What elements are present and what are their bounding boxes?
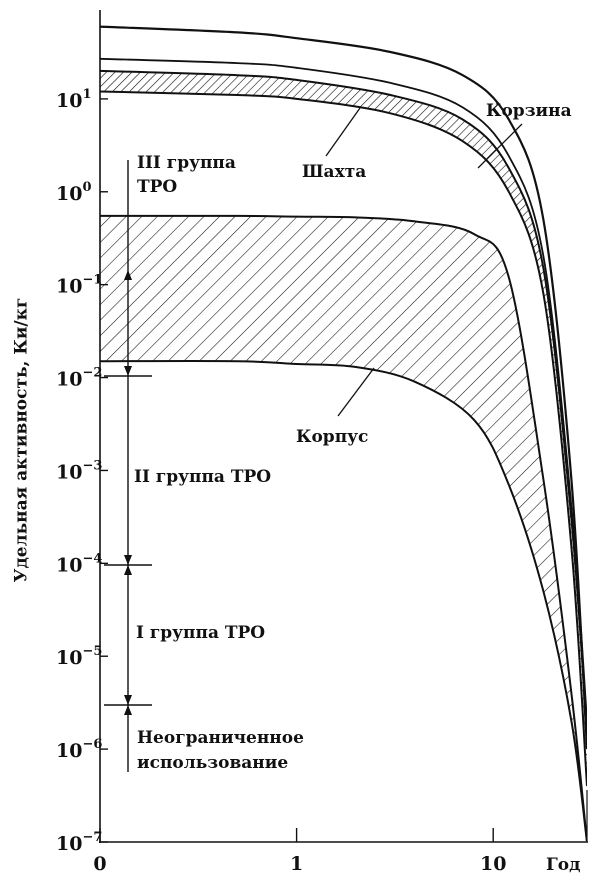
arrow-down-g1-icon [124, 695, 132, 705]
y-tick-label: 10−2 [56, 366, 102, 391]
label-group1: I группа ТРО [136, 623, 265, 643]
y-axis-label: Удельная активность, Ки/кг [12, 298, 32, 583]
plot-area [100, 25, 587, 841]
arrow-up-unrestricted-icon [124, 705, 132, 715]
y-tick-label: 101 [56, 87, 92, 112]
label-shakhta: Шахта [302, 162, 366, 182]
annotations: Корзина Шахта Корпус III группа ТРО II г… [134, 101, 572, 773]
band-upper-shakhta [100, 69, 587, 733]
arrow-down-g2-icon [124, 555, 132, 565]
label-unrestricted-line2: использование [137, 753, 288, 773]
x-tick-label: 0 [93, 853, 106, 875]
series-group [100, 25, 587, 841]
leader-korzina [477, 123, 523, 169]
y-tick-label: 10−4 [56, 551, 102, 576]
band-upper-korpus [100, 214, 587, 841]
x-ticks: 0 1 10 [93, 828, 506, 875]
label-group3-line1: III группа [137, 153, 236, 173]
y-ticks: 101 100 10−1 10−2 10−3 10−4 10−5 10−6 10−7 [56, 87, 108, 855]
band-fill-korpus [100, 215, 587, 841]
arrow-up-g3-icon [124, 270, 132, 280]
band-outer-shakhta [100, 57, 587, 721]
leader-shakhta [325, 107, 361, 157]
y-tick-label: 10−6 [56, 737, 102, 762]
arrow-down-g3-icon [124, 366, 132, 376]
x-tick-label: 1 [290, 853, 303, 875]
y-tick-label: 100 [56, 180, 92, 205]
label-korzina: Корзина [486, 101, 572, 121]
label-group3-line2: ТРО [137, 177, 177, 197]
line-korzina [100, 25, 587, 750]
y-tick-label: 10−7 [56, 830, 102, 855]
y-tick-label: 10−5 [56, 644, 102, 669]
y-tick-label: 10−1 [56, 273, 102, 298]
band-lower-shakhta [100, 90, 587, 787]
x-tick-label: 10 [480, 853, 506, 875]
x-axis-label: Год [546, 855, 580, 875]
label-group2: II группа ТРО [134, 467, 271, 487]
tro-group-scale [104, 160, 152, 772]
label-unrestricted-line1: Неограниченное [137, 728, 304, 748]
label-korpus: Корпус [296, 427, 368, 447]
y-tick-label: 10−3 [56, 458, 102, 483]
band-lower-korpus [100, 359, 587, 841]
arrow-up-g1-icon [124, 565, 132, 575]
leader-korpus [337, 367, 375, 417]
